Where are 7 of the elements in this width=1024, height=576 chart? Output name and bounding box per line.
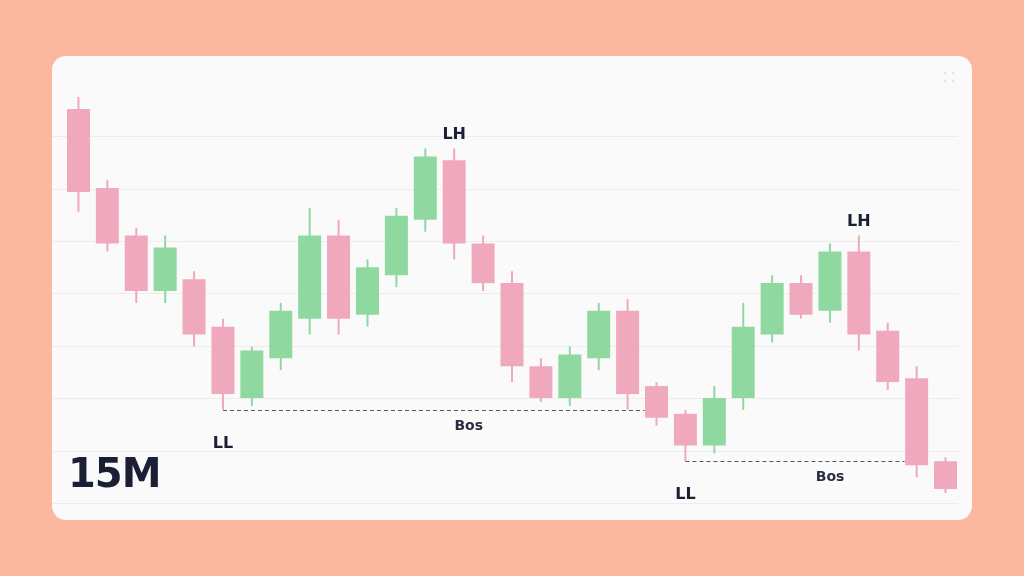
ref-line-label: Bos [454,417,484,434]
annotation: LH [442,123,466,143]
ref-line-label: Bos [815,468,845,485]
annotation: LL [212,433,234,452]
annotation: 15M [68,450,161,496]
annotation: LL [675,484,696,504]
annotation: LH [847,210,871,230]
